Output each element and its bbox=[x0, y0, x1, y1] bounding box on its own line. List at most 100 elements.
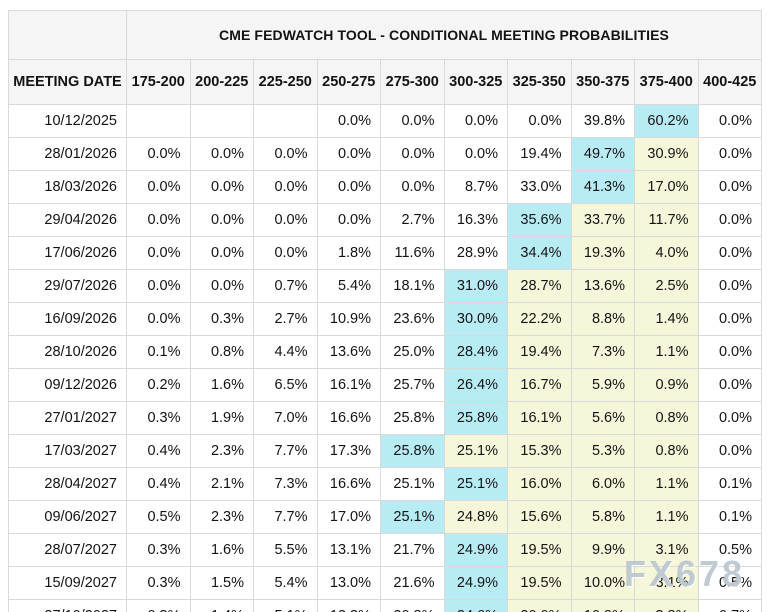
meeting-date-cell: 09/12/2026 bbox=[8, 368, 127, 402]
probability-cell: 2.5% bbox=[634, 269, 699, 303]
probability-cell: 16.0% bbox=[507, 467, 572, 501]
probability-cell: 2.3% bbox=[189, 434, 254, 468]
meeting-date-cell: 28/01/2026 bbox=[8, 137, 127, 171]
rate-range-column-header: 225-250 bbox=[253, 59, 318, 105]
probability-cell: 0.3% bbox=[126, 566, 191, 600]
probability-cell: 0.0% bbox=[316, 170, 381, 204]
probability-cell: 16.7% bbox=[507, 368, 572, 402]
probability-cell: 28.9% bbox=[443, 236, 508, 270]
meeting-date-cell: 28/07/2027 bbox=[8, 533, 127, 567]
probability-cell: 25.1% bbox=[443, 467, 508, 501]
probability-cell: 19.5% bbox=[507, 533, 572, 567]
probability-cell: 13.0% bbox=[316, 566, 381, 600]
table-row: 10/12/2025 0.0% 0.0% 0.0% 0.0% 39.8% 60.2% 0.0% bbox=[8, 104, 762, 138]
probability-cell: 2.7% bbox=[380, 203, 445, 237]
table-row: 28/04/2027 0.4% 2.1% 7.3% 16.6% 25.1% 25.1% 16.… bbox=[8, 467, 762, 501]
probability-cell: 0.0% bbox=[380, 104, 445, 138]
table-row: 27/01/2027 0.3% 1.9% 7.0% 16.6% 25.8% 25.8% 16.… bbox=[8, 401, 762, 435]
meeting-date-cell: 17/06/2026 bbox=[8, 236, 127, 270]
probability-cell: 1.1% bbox=[634, 467, 699, 501]
probability-cell: 6.5% bbox=[253, 368, 318, 402]
table-row: 18/03/2026 0.0% 0.0% 0.0% 0.0% 0.0% 8.7% 33.0% 4… bbox=[8, 170, 762, 204]
probability-cell: 17.0% bbox=[634, 170, 699, 204]
table-row: 09/06/2027 0.5% 2.3% 7.7% 17.0% 25.1% 24.8% 15.… bbox=[8, 500, 762, 534]
probability-cell: 19.4% bbox=[507, 137, 572, 171]
rate-range-column-header: 350-375 bbox=[570, 59, 635, 105]
probability-cell: 0.4% bbox=[126, 434, 191, 468]
fedwatch-table-container: CME FEDWATCH TOOL - CONDITIONAL MEETING … bbox=[8, 10, 762, 612]
conditional-probabilities-table: CME FEDWATCH TOOL - CONDITIONAL MEETING … bbox=[8, 10, 762, 612]
probability-cell: 0.0% bbox=[316, 137, 381, 171]
probability-cell: 0.8% bbox=[189, 335, 254, 369]
probability-cell: 30.9% bbox=[634, 137, 699, 171]
meeting-date-cell: 16/09/2026 bbox=[8, 302, 127, 336]
rate-range-column-header: 175-200 bbox=[126, 59, 191, 105]
probability-cell: 30.0% bbox=[443, 302, 508, 336]
probability-cell: 5.1% bbox=[253, 599, 318, 612]
probability-cell: 0.7% bbox=[697, 599, 762, 612]
probability-cell: 5.6% bbox=[570, 401, 635, 435]
probability-cell: 0.0% bbox=[697, 269, 762, 303]
probability-cell: 25.1% bbox=[380, 467, 445, 501]
rate-range-column-header: 325-350 bbox=[507, 59, 572, 105]
probability-cell: 0.1% bbox=[697, 500, 762, 534]
meeting-date-cell: 29/04/2026 bbox=[8, 203, 127, 237]
probability-cell: 0.0% bbox=[253, 137, 318, 171]
probability-cell: 7.7% bbox=[253, 434, 318, 468]
probability-cell: 28.4% bbox=[443, 335, 508, 369]
meeting-date-column-header: MEETING DATE bbox=[8, 59, 127, 105]
table-title: CME FEDWATCH TOOL - CONDITIONAL MEETING … bbox=[126, 10, 762, 60]
probability-cell: 2.7% bbox=[253, 302, 318, 336]
probability-cell: 16.1% bbox=[507, 401, 572, 435]
meeting-date-cell: 18/03/2026 bbox=[8, 170, 127, 204]
probability-cell: 13.6% bbox=[316, 335, 381, 369]
probability-cell: 31.0% bbox=[443, 269, 508, 303]
probability-cell: 17.3% bbox=[316, 434, 381, 468]
meeting-date-cell: 17/03/2027 bbox=[8, 434, 127, 468]
probability-cell: 0.0% bbox=[126, 203, 191, 237]
probability-cell: 1.1% bbox=[634, 335, 699, 369]
probability-cell: 16.6% bbox=[316, 401, 381, 435]
probability-cell: 0.3% bbox=[189, 302, 254, 336]
probability-cell: 0.9% bbox=[634, 368, 699, 402]
probability-cell: 33.0% bbox=[507, 170, 572, 204]
probability-cell: 20.8% bbox=[380, 599, 445, 612]
probability-cell: 16.3% bbox=[443, 203, 508, 237]
probability-cell: 4.4% bbox=[253, 335, 318, 369]
probability-cell: 0.0% bbox=[697, 302, 762, 336]
probability-cell: 0.3% bbox=[126, 599, 191, 612]
probability-cell: 23.6% bbox=[380, 302, 445, 336]
probability-cell: 22.2% bbox=[507, 302, 572, 336]
probability-cell: 1.4% bbox=[189, 599, 254, 612]
probability-cell: 5.5% bbox=[253, 533, 318, 567]
probability-cell: 0.0% bbox=[253, 236, 318, 270]
probability-cell: 25.8% bbox=[380, 434, 445, 468]
probability-cell: 0.0% bbox=[316, 203, 381, 237]
probability-cell: 0.8% bbox=[634, 401, 699, 435]
probability-cell: 0.0% bbox=[189, 236, 254, 270]
probability-cell: 17.0% bbox=[316, 500, 381, 534]
probability-cell: 0.7% bbox=[253, 269, 318, 303]
table-row: 28/10/2026 0.1% 0.8% 4.4% 13.6% 25.0% 28.4% 19.… bbox=[8, 335, 762, 369]
meeting-date-cell: 29/07/2026 bbox=[8, 269, 127, 303]
probability-cell: 8.7% bbox=[443, 170, 508, 204]
probability-cell: 3.1% bbox=[634, 566, 699, 600]
probability-cell: 0.0% bbox=[697, 335, 762, 369]
probability-cell: 15.6% bbox=[507, 500, 572, 534]
title-row: CME FEDWATCH TOOL - CONDITIONAL MEETING … bbox=[8, 10, 762, 60]
probability-cell: 0.3% bbox=[126, 401, 191, 435]
probability-cell: 1.9% bbox=[189, 401, 254, 435]
column-header-row: MEETING DATE 175-200 200-225 225-250 250-27… bbox=[8, 59, 762, 105]
probability-cell: 5.9% bbox=[570, 368, 635, 402]
table-row: 29/07/2026 0.0% 0.0% 0.7% 5.4% 18.1% 31.0% 28.7… bbox=[8, 269, 762, 303]
rate-range-column-header: 275-300 bbox=[380, 59, 445, 105]
probability-cell: 0.0% bbox=[189, 269, 254, 303]
probability-cell: 0.0% bbox=[697, 104, 762, 138]
meeting-date-cell: 09/06/2027 bbox=[8, 500, 127, 534]
probability-cell: 0.0% bbox=[697, 434, 762, 468]
meeting-date-cell: 10/12/2025 bbox=[8, 104, 127, 138]
meeting-date-cell: 28/10/2026 bbox=[8, 335, 127, 369]
rate-range-column-header: 375-400 bbox=[634, 59, 699, 105]
probability-cell: 25.0% bbox=[380, 335, 445, 369]
probability-cell: 2.3% bbox=[189, 500, 254, 534]
